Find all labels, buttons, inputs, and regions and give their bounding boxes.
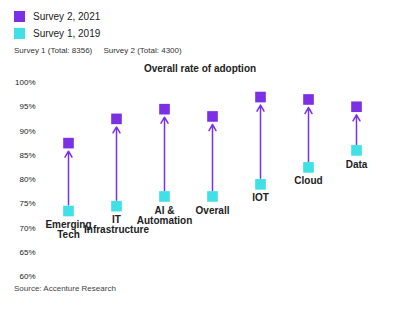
svg-text:IOT: IOT — [252, 192, 269, 203]
svg-text:60%: 60% — [19, 272, 35, 281]
svg-text:90%: 90% — [19, 127, 35, 136]
html-text:Infrastructure: Infrastructure — [84, 224, 149, 236]
html-text:Emerging: Emerging — [45, 219, 92, 231]
svg-text:AI &Automation: AI &Automation — [137, 205, 193, 226]
svg-text:70%: 70% — [19, 224, 35, 233]
svg-text:Data: Data — [346, 159, 368, 170]
svg-text:80%: 80% — [19, 175, 35, 184]
html-text:Overall rate of adoption: Overall rate of adoption — [143, 63, 257, 74]
svg-text:Overall: Overall — [196, 205, 230, 216]
svg-text:65%: 65% — [19, 248, 35, 257]
html-text:IT: IT — [112, 214, 121, 226]
html-text:Tech: Tech — [57, 229, 80, 241]
svg-text:Cloud: Cloud — [294, 175, 322, 186]
html-text:Survey 1, 2019: Survey 1, 2019 — [33, 28, 101, 39]
html-text:Survey 2, 2021: Survey 2, 2021 — [33, 11, 101, 22]
svg-text:100%: 100% — [15, 78, 35, 87]
svg-text:85%: 85% — [19, 151, 35, 160]
svg-text:95%: 95% — [19, 102, 35, 111]
html-text:Survey 1 (Total: 8356) Survey: Survey 1 (Total: 8356) Survey 2 (Total: … — [14, 46, 182, 55]
svg-text:75%: 75% — [19, 199, 35, 208]
html-text:Source: Accenture Research: Source: Accenture Research — [14, 284, 116, 293]
